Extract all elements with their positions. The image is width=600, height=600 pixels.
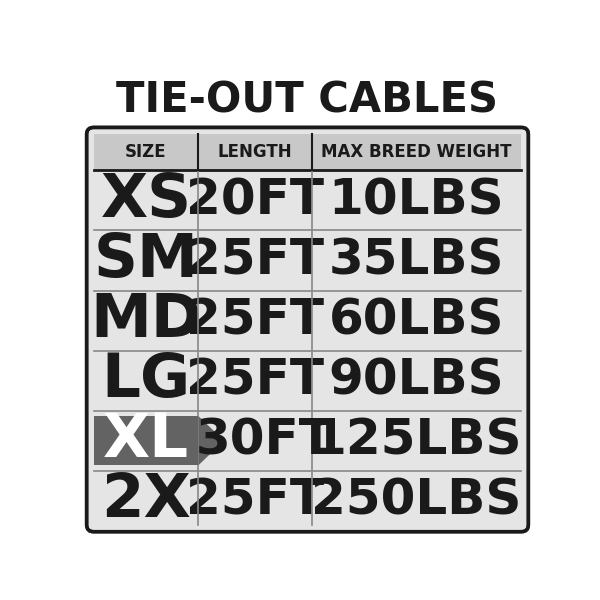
Text: 25FT: 25FT bbox=[186, 236, 324, 284]
Text: 10LBS: 10LBS bbox=[329, 176, 505, 224]
Text: 20FT: 20FT bbox=[186, 176, 324, 224]
Text: 25FT: 25FT bbox=[186, 477, 324, 525]
Text: SIZE: SIZE bbox=[125, 143, 167, 161]
Text: XL: XL bbox=[103, 411, 189, 470]
Text: MAX BREED WEIGHT: MAX BREED WEIGHT bbox=[322, 143, 512, 161]
Text: TIE-OUT CABLES: TIE-OUT CABLES bbox=[116, 80, 499, 122]
FancyBboxPatch shape bbox=[86, 127, 529, 532]
Text: SM: SM bbox=[94, 231, 199, 290]
Text: MD: MD bbox=[90, 291, 202, 350]
Text: 250LBS: 250LBS bbox=[311, 477, 522, 525]
Text: LENGTH: LENGTH bbox=[218, 143, 292, 161]
Text: 25FT: 25FT bbox=[186, 296, 324, 344]
Text: 30FT: 30FT bbox=[196, 416, 334, 464]
Text: LG: LG bbox=[101, 351, 191, 410]
Text: 2X: 2X bbox=[101, 471, 191, 530]
Polygon shape bbox=[199, 416, 224, 466]
Text: 35LBS: 35LBS bbox=[329, 236, 505, 284]
Text: 90LBS: 90LBS bbox=[329, 356, 505, 404]
Bar bbox=[94, 134, 521, 170]
Text: 60LBS: 60LBS bbox=[329, 296, 505, 344]
Bar bbox=[94, 416, 199, 466]
Text: 25FT: 25FT bbox=[186, 356, 324, 404]
Text: 125LBS: 125LBS bbox=[311, 416, 522, 464]
Text: XS: XS bbox=[100, 171, 191, 230]
